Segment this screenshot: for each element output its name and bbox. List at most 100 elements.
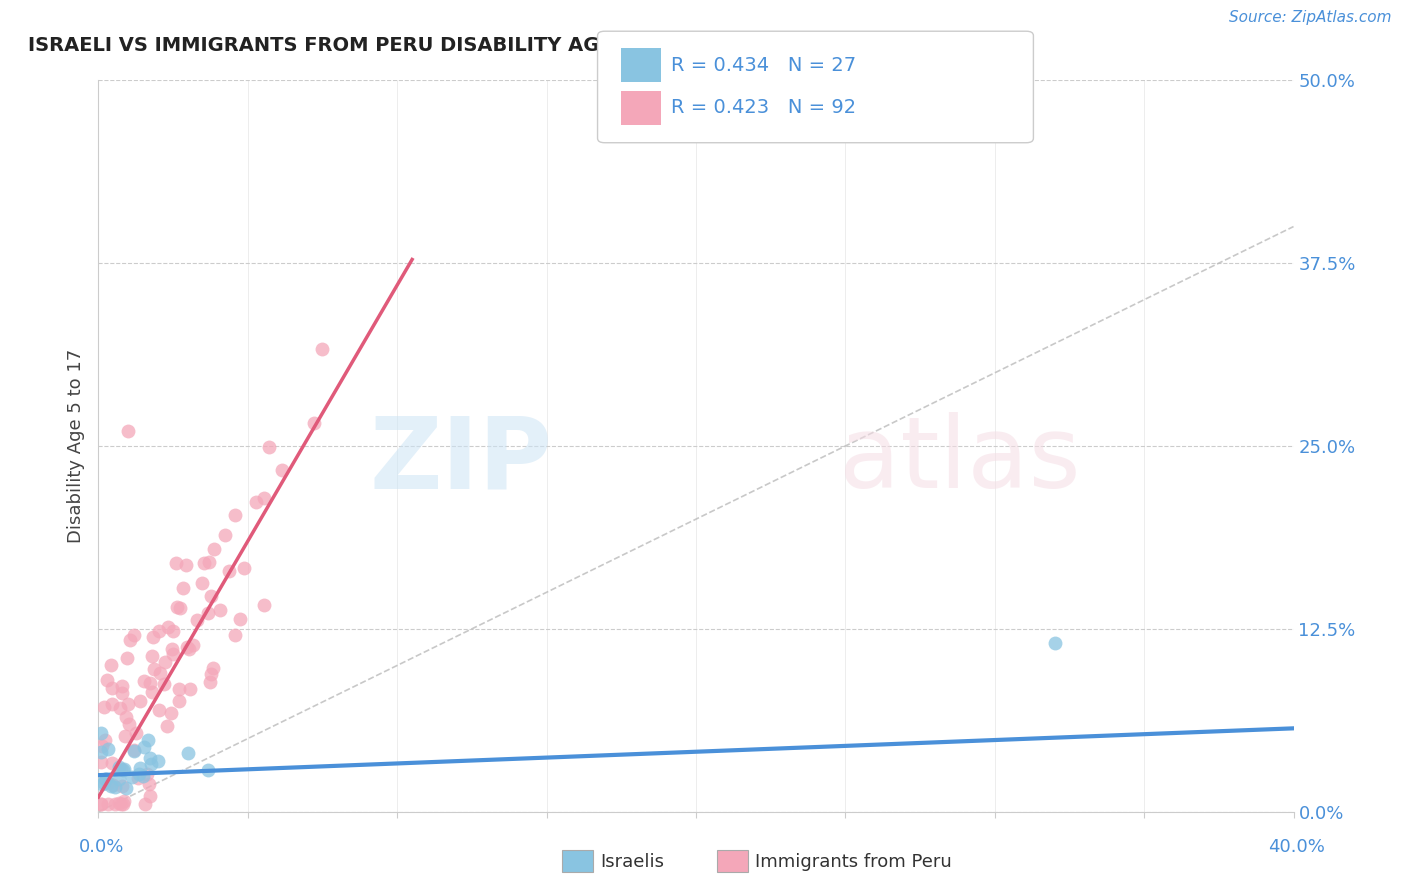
Point (224, 628, 246, 642)
Point (90, 797, 112, 812)
Point (191, 576, 214, 591)
Point (157, 620, 180, 634)
Point (110, 762, 132, 776)
Point (110, 701, 132, 715)
Point (138, 751, 160, 765)
Point (90, 745, 112, 759)
Point (142, 631, 165, 645)
Point (91, 739, 114, 754)
Point (198, 675, 221, 690)
Point (167, 693, 190, 707)
Point (134, 740, 156, 755)
Text: 40.0%: 40.0% (1268, 838, 1324, 855)
Point (179, 642, 201, 657)
Point (139, 676, 162, 690)
Point (115, 710, 138, 724)
Point (101, 756, 124, 770)
Point (118, 633, 141, 648)
Point (141, 648, 163, 663)
Y-axis label: Disability Age 5 to 17: Disability Age 5 to 17 (66, 349, 84, 543)
Point (200, 667, 222, 681)
Point (193, 556, 215, 570)
Point (101, 697, 124, 711)
Text: R = 0.434   N = 27: R = 0.434 N = 27 (671, 55, 856, 75)
Point (143, 662, 166, 676)
Point (122, 628, 145, 642)
Point (104, 780, 127, 795)
Point (108, 760, 131, 774)
Point (172, 581, 194, 595)
Point (112, 764, 135, 778)
Point (1043, 636, 1066, 650)
Point (111, 680, 134, 694)
Point (112, 797, 135, 812)
Point (155, 719, 177, 733)
Point (115, 651, 138, 665)
Point (128, 767, 150, 781)
Text: Israelis: Israelis (600, 853, 665, 871)
Point (117, 717, 139, 731)
Point (94, 733, 117, 747)
Point (114, 730, 136, 744)
Point (90, 777, 112, 791)
Point (96, 742, 118, 756)
Point (111, 686, 134, 700)
Text: 0.0%: 0.0% (79, 838, 124, 855)
Point (162, 624, 184, 638)
Point (141, 685, 163, 699)
Text: ZIP: ZIP (370, 412, 553, 509)
Point (202, 542, 225, 557)
Point (224, 508, 246, 523)
Point (148, 624, 170, 639)
Point (200, 589, 222, 603)
Point (127, 772, 149, 786)
Point (128, 761, 150, 775)
Point (90, 726, 112, 740)
Point (96, 673, 118, 688)
Point (101, 778, 124, 792)
Point (139, 789, 162, 804)
Point (117, 425, 139, 439)
Point (128, 694, 150, 708)
Point (160, 641, 183, 656)
Point (179, 682, 201, 697)
Text: Source: ZipAtlas.com: Source: ZipAtlas.com (1229, 11, 1392, 25)
Point (148, 754, 170, 768)
Point (93, 700, 115, 714)
Point (186, 613, 208, 627)
Point (111, 779, 134, 793)
Point (304, 417, 326, 431)
Point (229, 612, 252, 626)
Point (136, 767, 159, 781)
Text: atlas: atlas (839, 412, 1081, 509)
Point (233, 560, 256, 574)
Point (138, 777, 160, 791)
Point (209, 603, 232, 617)
Point (176, 640, 198, 654)
Point (108, 772, 131, 786)
Point (253, 491, 276, 505)
Point (112, 762, 135, 776)
Point (97, 776, 120, 790)
Point (271, 463, 294, 477)
Point (311, 343, 333, 357)
Point (165, 557, 187, 571)
Point (166, 600, 188, 615)
Point (253, 598, 276, 612)
Point (125, 726, 148, 740)
Point (134, 797, 156, 812)
Point (97, 797, 120, 812)
Point (257, 440, 280, 454)
Point (177, 746, 200, 760)
Point (245, 495, 267, 509)
Point (136, 732, 159, 747)
Point (148, 702, 170, 716)
Point (108, 797, 131, 811)
Point (218, 565, 240, 579)
Text: R = 0.423   N = 92: R = 0.423 N = 92 (671, 98, 856, 118)
Point (110, 797, 132, 812)
Point (159, 706, 181, 720)
Point (155, 655, 177, 669)
Point (121, 770, 143, 784)
Point (115, 781, 138, 796)
